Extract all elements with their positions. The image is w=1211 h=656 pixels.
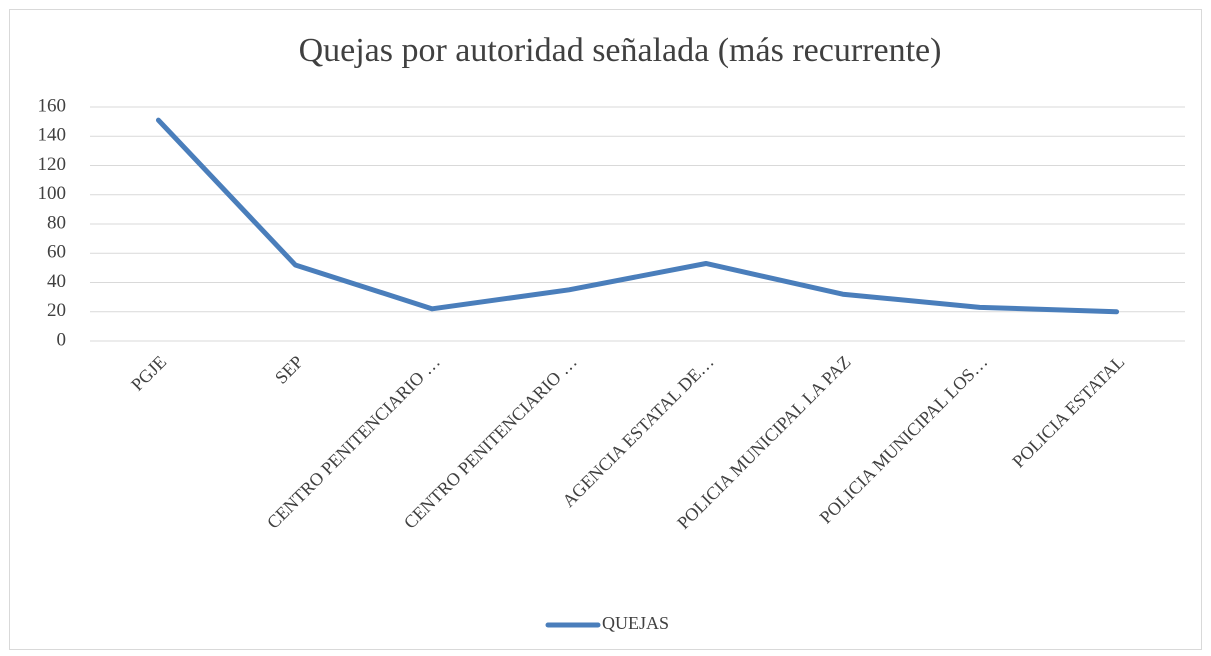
y-tick-label: 20 [47, 300, 66, 321]
data-line [155, 117, 1120, 315]
y-tick-label: 40 [47, 271, 66, 292]
chart-frame [9, 9, 1202, 650]
y-tick-label: 120 [38, 154, 67, 175]
y-tick-label: 60 [47, 242, 66, 263]
y-tick-label: 160 [38, 95, 67, 116]
y-tick-label: 140 [38, 125, 67, 146]
y-tick-label: 80 [47, 212, 66, 233]
y-tick-label: 100 [38, 183, 67, 204]
chart-title: Quejas por autoridad señalada (más recur… [299, 32, 942, 69]
y-tick-label: 0 [57, 329, 67, 350]
legend-label: QUEJAS [602, 613, 669, 633]
